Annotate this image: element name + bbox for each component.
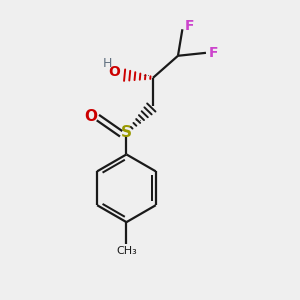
Text: ···: ··· [134,117,142,126]
Text: H: H [103,57,112,70]
Text: CH₃: CH₃ [116,246,137,256]
Text: S: S [121,125,132,140]
Text: O: O [108,65,120,79]
Text: ···: ··· [142,73,150,82]
Text: F: F [185,19,194,33]
Text: O: O [85,109,98,124]
Text: F: F [209,46,218,60]
